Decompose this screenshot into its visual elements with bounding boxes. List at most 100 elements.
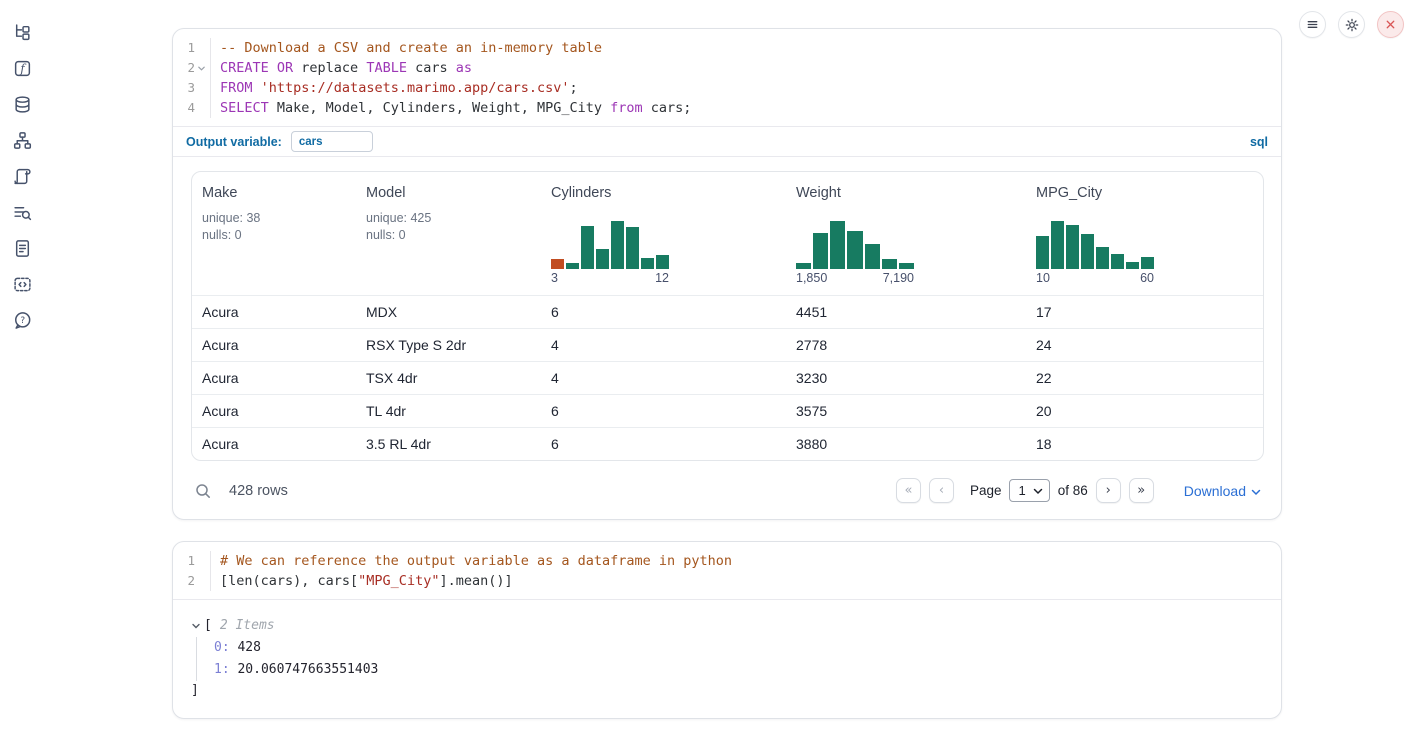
column-header-make[interactable]: Make unique: 38 nulls: 0 — [192, 172, 356, 295]
histogram-bar — [596, 248, 609, 269]
help-icon[interactable]: ? — [11, 310, 33, 330]
code-text: FROM 'https://datasets.marimo.app/cars.c… — [220, 80, 578, 96]
fold-arrow-icon[interactable] — [195, 64, 208, 73]
menu-button[interactable] — [1299, 11, 1326, 38]
code-line: 1 -- Download a CSV and create an in-memo… — [173, 38, 1281, 58]
table-cell: 17 — [1036, 304, 1052, 320]
close-icon — [1386, 20, 1395, 29]
sidebar: f ? — [0, 22, 44, 330]
items-count-label: 2 Items — [219, 618, 275, 633]
sql-code-editor[interactable]: 1 -- Download a CSV and create an in-memo… — [173, 29, 1281, 126]
pagination: « ‹ Page 1 of 86 › » Download — [895, 478, 1261, 503]
code-line: 2 CREATE OR replace TABLE cars as — [173, 58, 1281, 78]
table-row[interactable]: Acura MDX 6 4451 17 — [192, 295, 1263, 328]
table-row[interactable]: Acura TSX 4dr 4 3230 22 — [192, 361, 1263, 394]
tree-entries: 0: 428 1: 20.060747663551403 — [196, 637, 1263, 681]
histogram-bar — [1111, 253, 1124, 269]
table-cell: 4451 — [796, 304, 828, 320]
table-row[interactable]: Acura 3.5 RL 4dr 6 3880 18 — [192, 427, 1263, 460]
logs-icon[interactable] — [11, 202, 33, 222]
column-header-model[interactable]: Model unique: 425 nulls: 0 — [356, 172, 541, 295]
previous-page-button[interactable]: ‹ — [928, 478, 954, 503]
table-cell: TSX 4dr — [366, 370, 418, 386]
data-table: Make unique: 38 nulls: 0 Model unique: 425 nu… — [191, 171, 1264, 461]
table-cell: MDX — [366, 304, 398, 320]
chevron-down-icon — [1033, 483, 1043, 498]
histogram-bar — [581, 225, 594, 269]
histogram-bar — [566, 263, 579, 269]
notebook: 1 -- Download a CSV and create an in-memo… — [172, 28, 1282, 719]
column-label: Model — [366, 185, 406, 201]
table-cell: 3.5 RL 4dr — [366, 436, 431, 452]
histogram-bars — [796, 221, 914, 269]
table-row[interactable]: Acura RSX Type S 2dr 4 2778 24 — [192, 328, 1263, 361]
python-code-editor[interactable]: 1 # We can reference the output variable … — [173, 542, 1281, 599]
table-row[interactable]: Acura TL 4dr 6 3575 20 — [192, 394, 1263, 427]
table-cell: 24 — [1036, 337, 1052, 353]
column-header-cylinders[interactable]: Cylinders 3 12 — [541, 172, 786, 295]
shutdown-button[interactable] — [1377, 11, 1404, 38]
snippets-icon[interactable] — [11, 274, 33, 294]
tree-value: 20.060747663551403 — [229, 662, 379, 677]
histogram-bar — [611, 221, 624, 269]
scratchpad-icon[interactable] — [11, 166, 33, 186]
histogram-bar — [1126, 261, 1139, 269]
settings-button[interactable] — [1338, 11, 1365, 38]
file-explorer-icon[interactable] — [11, 22, 33, 42]
last-page-button[interactable]: » — [1128, 478, 1154, 503]
output-variable-input[interactable] — [290, 131, 373, 152]
code-text: CREATE OR replace TABLE cars as — [220, 60, 472, 76]
python-output: [ 2 Items 0: 428 1: 20.060747663551403 ] — [173, 599, 1281, 718]
table-cell: 2778 — [796, 337, 828, 353]
dependency-graph-icon[interactable] — [11, 130, 33, 150]
histogram-bar — [898, 262, 914, 269]
first-page-button[interactable]: « — [895, 478, 921, 503]
table-cell: 6 — [551, 403, 559, 419]
next-page-button[interactable]: › — [1095, 478, 1121, 503]
page-select[interactable]: 1 — [1009, 479, 1050, 502]
table-cell: Acura — [202, 436, 239, 452]
histogram-bar — [1051, 221, 1064, 269]
sql-cell: 1 -- Download a CSV and create an in-memo… — [172, 28, 1282, 520]
tree-value: 428 — [229, 640, 261, 655]
histogram-bar — [813, 233, 829, 269]
svg-text:?: ? — [20, 315, 25, 325]
table-cell: 20 — [1036, 403, 1052, 419]
datasources-icon[interactable] — [11, 94, 33, 114]
table-footer: 428 rows « ‹ Page 1 of 86 › » Download — [191, 478, 1264, 505]
histogram-bar — [1036, 236, 1049, 269]
histogram-bar — [1066, 224, 1079, 269]
code-text: -- Download a CSV and create an in-memor… — [220, 40, 603, 56]
svg-text:f: f — [19, 61, 27, 75]
column-header-weight[interactable]: Weight 1,850 7,190 — [786, 172, 1026, 295]
variables-icon[interactable]: f — [11, 58, 33, 78]
histogram-bar — [626, 226, 639, 269]
collapse-icon[interactable] — [191, 621, 201, 631]
histogram-bar — [847, 230, 863, 269]
table-header-row: Make unique: 38 nulls: 0 Model unique: 425 nu… — [192, 172, 1263, 295]
histogram-bar — [864, 244, 880, 269]
histogram-bars — [1036, 221, 1154, 269]
histogram-bar — [551, 259, 564, 269]
column-header-mpg_city[interactable]: MPG_City 10 60 — [1026, 172, 1263, 295]
tree-key: 0: — [214, 640, 230, 655]
close-bracket: ] — [191, 683, 199, 698]
code-line: 4 SELECT Make, Model, Cylinders, Weight, … — [173, 98, 1281, 118]
column-label: Weight — [796, 185, 841, 201]
histogram-bar — [830, 221, 846, 269]
table-cell: Acura — [202, 403, 239, 419]
download-button[interactable]: Download — [1184, 483, 1261, 499]
code-line: 3 FROM 'https://datasets.marimo.app/cars.… — [173, 78, 1281, 98]
table-cell: 22 — [1036, 370, 1052, 386]
histogram-mpg_city: 10 60 — [1036, 221, 1154, 285]
histogram-bar — [1096, 247, 1109, 269]
table-cell: Acura — [202, 337, 239, 353]
documentation-icon[interactable] — [11, 238, 33, 258]
histogram-bar — [881, 259, 897, 269]
search-icon[interactable] — [194, 482, 212, 500]
table-body: Acura MDX 6 4451 17 Acura RSX Type S 2dr 4 2778 2… — [192, 295, 1263, 460]
column-label: Make — [202, 185, 238, 201]
page-label: Page — [969, 483, 1002, 498]
table-cell: 4 — [551, 370, 559, 386]
gear-icon — [1345, 18, 1358, 31]
